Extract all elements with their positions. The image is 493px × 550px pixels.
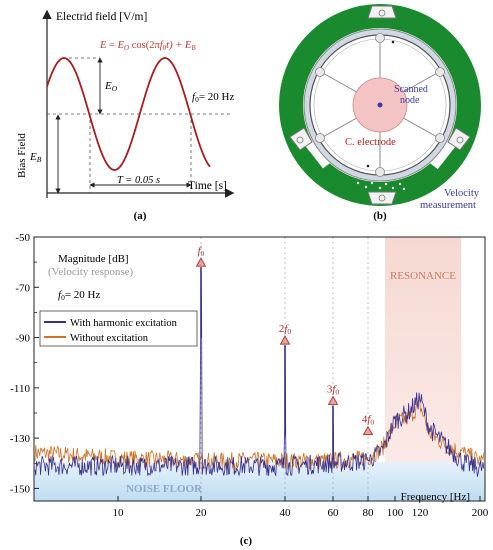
series-with-harmonic-excitation — [34, 267, 485, 477]
mount-tabs — [289, 5, 471, 205]
scanned-label-2: node — [400, 95, 420, 106]
x-tick-label-4: 80 — [363, 507, 375, 519]
x-tick-label-6: 120 — [412, 507, 429, 519]
harmonic-label-4: 4f0 — [362, 414, 375, 427]
y-ticks: -50 -70 -90 -110 -130 -150 — [10, 232, 39, 495]
bias-label: EB — [29, 151, 42, 164]
y-tick-label-3: -110 — [10, 383, 30, 395]
legend-label-with: With harmonic excitation — [70, 318, 178, 329]
sine-wave — [46, 57, 211, 171]
panel-b: Scanned node C. electrode Velocity measu… — [279, 4, 481, 222]
legend: With harmonic excitation Without excitat… — [39, 310, 198, 347]
velocity-label-1: Velocity — [444, 188, 480, 199]
harmonic-label-3: 3f0 — [327, 383, 340, 396]
legend-box — [39, 310, 198, 347]
resonance-label: RESONANCE — [390, 270, 456, 282]
plot-frame — [33, 236, 486, 502]
y-tick-label-4: -130 — [10, 433, 31, 445]
panel-a-y-label: Electrid field [V/m] — [56, 11, 147, 23]
scanned-label-1: Scanned — [394, 84, 428, 95]
y-tick-label-1: -70 — [15, 282, 30, 294]
x-tick-label-0: 10 — [113, 507, 125, 519]
noise-floor-label: NOISE FLOOR — [126, 483, 203, 495]
x-tick-label-1: 20 — [196, 507, 208, 519]
screws — [315, 33, 445, 177]
panel-a-freq: f0= 20 Hz — [192, 91, 234, 104]
legend-label-without: Without excitation — [70, 333, 149, 344]
velocity-response-label: (Velocity response) — [48, 266, 134, 278]
velocity-label-2: measurement — [420, 200, 476, 211]
panel-c: f0 2f0 3f0 4f0 -50 -70 -90 -110 -130 -150 10 20 40… — [10, 232, 489, 547]
scanned-node — [377, 102, 383, 108]
velocity-dots — [356, 181, 406, 191]
period-label: T = 0.05 s — [117, 175, 160, 186]
spokes — [320, 39, 440, 171]
harmonic-marker-4 — [362, 425, 374, 436]
panel-a: Electrid field [V/m] Time [s] E = EO cos… — [16, 9, 234, 222]
x-tick-label-7: 200 — [472, 507, 489, 519]
field-equation: E = EO cos(2πf0t) + EB — [99, 40, 196, 52]
bias-field-label: Bias Field — [16, 133, 28, 178]
frequency-label: Frequency [Hz] — [401, 491, 470, 503]
harmonic-marker-1 — [195, 257, 207, 267]
x-tick-label-5: 100 — [387, 507, 404, 519]
x-ticks: 10 20 40 60 80 100 120 200 — [113, 496, 489, 519]
y-tick-label-0: -50 — [15, 232, 30, 244]
x-tick-label-3: 60 — [328, 507, 340, 519]
mount-holes — [296, 9, 464, 202]
ring-markers — [366, 40, 395, 168]
caption-c: (c) — [240, 535, 253, 547]
x-tick-label-2: 40 — [280, 507, 292, 519]
caption-b: (b) — [373, 210, 387, 222]
panel-c-freq: f0= 20 Hz — [58, 289, 100, 302]
harmonic-markers: f0 2f0 3f0 4f0 — [195, 245, 375, 436]
resonance-region — [385, 237, 461, 501]
harmonic-marker-3 — [327, 395, 339, 405]
caption-a: (a) — [134, 210, 147, 222]
electrode-label: C. electrode — [345, 137, 396, 148]
harmonic-marker-2 — [279, 335, 291, 345]
panel-a-x-label: Time [s] — [188, 180, 227, 192]
y-tick-label-5: -150 — [10, 483, 31, 495]
magnitude-label: Magnitude [dB] — [58, 253, 129, 265]
harmonic-label-1: f0 — [198, 245, 205, 258]
harmonic-label-2: 2f0 — [279, 323, 292, 336]
y-tick-label-2: -90 — [15, 333, 30, 345]
amplitude-label: EO — [104, 80, 118, 93]
